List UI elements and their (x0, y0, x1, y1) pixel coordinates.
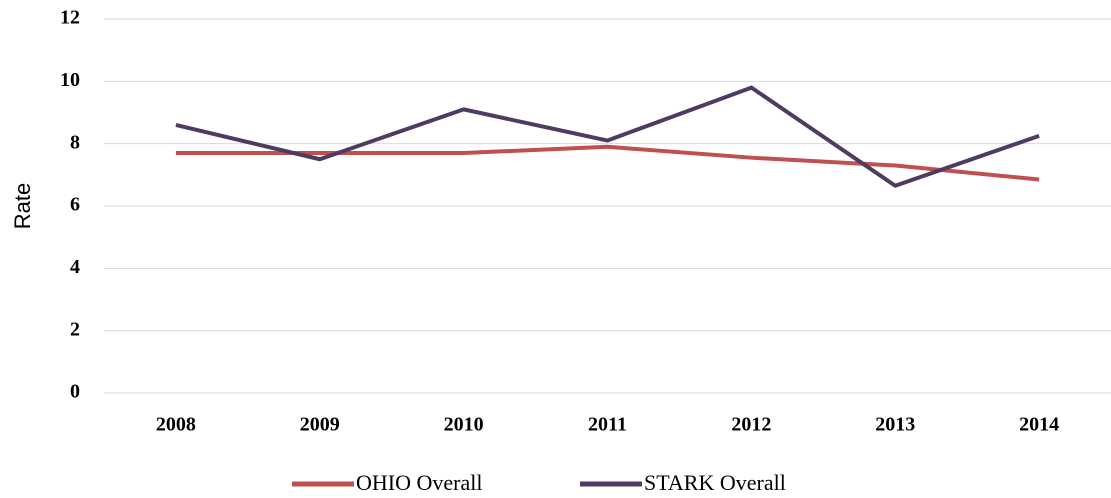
y-tick-label: 0 (70, 381, 80, 403)
x-tick-label: 2008 (156, 414, 196, 436)
y-axis-title: Rate (10, 183, 35, 229)
y-tick-label: 6 (70, 194, 80, 216)
x-tick-label: 2011 (588, 414, 627, 436)
legend-label: STARK Overall (644, 470, 786, 495)
y-tick-label: 10 (60, 69, 80, 91)
legend-label: OHIO Overall (356, 470, 482, 495)
series-line (175, 144, 1040, 182)
x-tick-label: 2014 (1019, 414, 1059, 436)
x-tick-label: 2010 (444, 414, 484, 436)
y-tick-label: 8 (70, 131, 80, 153)
x-tick-label: 2009 (300, 414, 340, 436)
x-tick-label: 2012 (731, 414, 771, 436)
y-tick-label: 12 (60, 7, 80, 29)
y-tick-label: 4 (70, 256, 80, 278)
x-tick-label: 2013 (875, 414, 915, 436)
y-tick-label: 2 (70, 318, 80, 340)
series-line (175, 85, 1040, 188)
